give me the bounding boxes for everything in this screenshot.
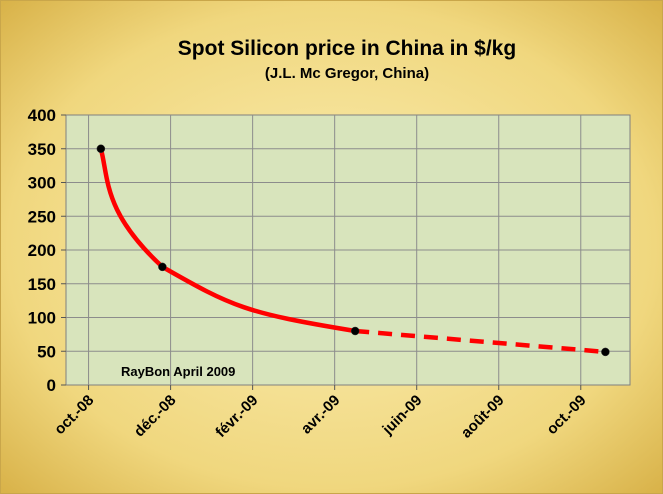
- y-tick-label: 200: [28, 241, 56, 260]
- data-point: [601, 347, 610, 357]
- y-axis: 0 50 100 150 200 250 300 350 400: [28, 106, 66, 395]
- chart-subtitle: (J.L. Mc Gregor, China): [265, 65, 429, 82]
- grid-lines: [66, 115, 630, 385]
- y-tick-label: 300: [28, 174, 56, 193]
- y-tick-label: 150: [28, 275, 56, 294]
- data-point: [96, 144, 106, 153]
- y-tick-label: 100: [28, 309, 56, 328]
- source-annotation: RayBon April 2009: [121, 364, 235, 379]
- data-point: [158, 262, 167, 272]
- y-tick-label: 0: [47, 376, 56, 395]
- y-tick-label: 250: [28, 207, 56, 226]
- series-layer: [96, 144, 610, 357]
- y-tick-label: 50: [37, 342, 56, 361]
- series-line-forecast: [354, 328, 606, 355]
- y-tick-label: 350: [28, 140, 56, 159]
- data-point: [350, 326, 360, 336]
- y-tick-label: 400: [28, 106, 56, 125]
- chart-title: Spot Silicon price in China in $/kg: [178, 37, 516, 60]
